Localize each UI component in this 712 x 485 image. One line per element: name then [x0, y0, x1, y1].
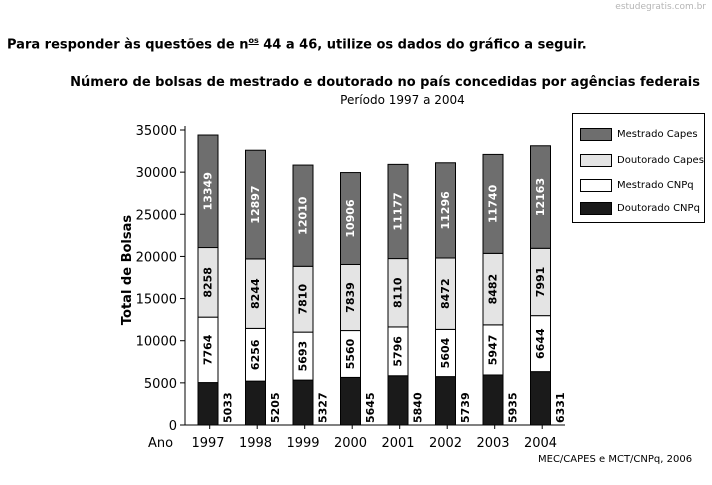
legend-item-mestrado-cnpq: Mestrado CNPq	[580, 178, 694, 192]
legend-label-mestrado-capes: Mestrado Capes	[617, 128, 698, 140]
data-label: 5327	[317, 392, 330, 423]
legend-item-mestrado-capes: Mestrado Capes	[580, 127, 698, 141]
bar-segment	[340, 172, 361, 265]
legend-item-doutorado-capes: Doutorado Capes	[580, 153, 704, 167]
bar-segment	[387, 163, 409, 260]
data-label: 8110	[392, 277, 405, 308]
data-label: 7991	[534, 267, 547, 298]
data-label: 8244	[249, 278, 262, 309]
data-label: 10906	[344, 199, 357, 238]
bar-segment	[197, 382, 219, 426]
data-label: 7764	[202, 334, 215, 365]
data-label: 6331	[554, 392, 567, 423]
y-tick-label: 5000	[144, 377, 177, 392]
data-label: 5604	[439, 337, 452, 368]
bar-segment	[387, 375, 409, 426]
chart-subtitle: Período 1997 a 2004	[340, 93, 465, 107]
x-tick-label: 2000	[334, 436, 367, 451]
bar-segment	[292, 379, 314, 426]
watermark: estudegratis.com.br	[615, 2, 706, 12]
source-note: MEC/CAPES e MCT/CNPq, 2006	[538, 454, 693, 465]
bar-segment	[245, 149, 266, 260]
intro-superscript: os	[248, 36, 259, 45]
intro-text-before: Para responder às questões de n	[7, 37, 249, 53]
bar-segment	[245, 380, 266, 426]
legend-label-doutorado-cnpq: Doutorado CNPq	[617, 202, 700, 214]
legend-swatch-mestrado-cnpq	[580, 178, 612, 192]
y-axis: 0 5000 10000 15000 20000 25000 30000 35000	[136, 124, 186, 434]
legend: Mestrado Capes Doutorado Capes Mestrado …	[572, 113, 705, 223]
data-label: 11296	[439, 191, 452, 230]
bar-segment	[482, 374, 504, 426]
data-label: 5739	[459, 392, 472, 423]
data-label: 5033	[222, 392, 235, 423]
bar-segment	[482, 153, 504, 254]
x-tick-label: 1999	[286, 436, 319, 451]
data-label: 8472	[439, 278, 452, 309]
y-tick-label: 10000	[136, 335, 177, 350]
bar-segment	[530, 145, 551, 249]
data-label: 7839	[344, 282, 357, 313]
x-tick-label: 2001	[381, 436, 414, 451]
x-tick-label: 1997	[191, 436, 224, 451]
data-label: 11740	[487, 184, 500, 223]
legend-label-mestrado-cnpq: Mestrado CNPq	[617, 179, 694, 191]
y-tick-label: 20000	[136, 250, 177, 265]
data-label: 6256	[249, 339, 262, 370]
bar-segment	[435, 162, 456, 259]
chart-title: Número de bolsas de mestrado e doutorado…	[70, 75, 700, 90]
legend-swatch-doutorado-cnpq	[580, 201, 612, 215]
bar-segment	[197, 134, 219, 249]
legend-item-doutorado-cnpq: Doutorado CNPq	[580, 201, 700, 215]
data-label: 5947	[487, 335, 500, 366]
data-label: 12010	[297, 196, 310, 235]
y-tick-label: 30000	[136, 166, 177, 181]
legend-label-doutorado-capes: Doutorado Capes	[617, 154, 704, 166]
data-label: 12163	[534, 178, 547, 216]
data-label: 8258	[202, 267, 215, 298]
x-tick-label: 1998	[239, 436, 272, 451]
x-axis: 1997 1998 1999 2000 2001 2002 2003 2004	[185, 424, 565, 451]
data-label: 13349	[202, 172, 215, 210]
x-tick-label: 2003	[476, 436, 509, 451]
data-label: 12897	[249, 185, 262, 223]
bar-segment	[435, 376, 456, 426]
bar-segment	[292, 164, 314, 267]
data-label: 8482	[487, 274, 500, 305]
data-label: 11177	[392, 192, 405, 230]
y-tick-label: 0	[169, 419, 177, 434]
legend-swatch-doutorado-capes	[580, 153, 612, 167]
x-axis-label: Ano	[148, 436, 173, 451]
x-tick-label: 2004	[524, 436, 557, 451]
y-axis-label: Total de Bolsas	[120, 215, 135, 325]
y-tick-label: 15000	[136, 293, 177, 308]
data-label: 5693	[297, 341, 310, 372]
question-intro: Para responder às questões de nos 44 a 4…	[7, 36, 587, 52]
chart-title-row: Número de bolsas de mestrado e doutorado…	[0, 75, 700, 90]
y-tick-label: 35000	[136, 124, 177, 139]
data-label: 6644	[534, 328, 547, 359]
bar-segment	[530, 371, 551, 426]
data-label: 5840	[412, 392, 425, 423]
x-tick-label: 2002	[429, 436, 462, 451]
data-label: 5935	[507, 392, 520, 423]
intro-text-after: 44 a 46, utilize os dados do gráfico a s…	[258, 37, 587, 53]
data-label: 5205	[269, 392, 282, 423]
data-label: 5560	[344, 338, 357, 369]
data-label: 7810	[297, 284, 310, 315]
y-tick-label: 25000	[136, 208, 177, 223]
data-label: 5645	[364, 392, 377, 423]
legend-swatch-mestrado-capes	[580, 127, 612, 141]
bars: 5033 7764 8258 13349 5205 6256 8244 12897 5327 56…	[197, 134, 567, 426]
data-label: 5796	[392, 336, 405, 367]
bar-segment	[340, 376, 361, 426]
